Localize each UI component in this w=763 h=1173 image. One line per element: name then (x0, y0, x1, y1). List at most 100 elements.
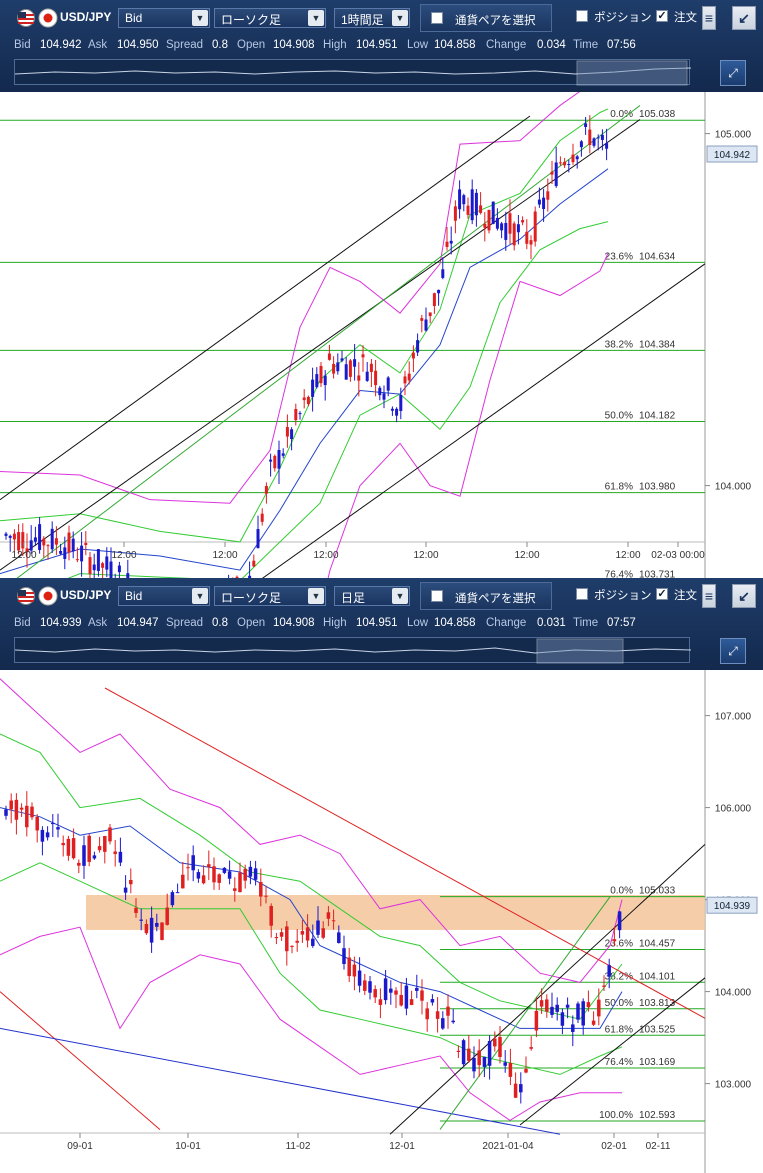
collapse-icon[interactable]: ↙ (732, 6, 756, 30)
candle-body (347, 957, 351, 977)
hourly-candlestick-chart[interactable]: 0.0% 105.038 23.6% 104.634 38.2% 104.384 50.0%… (0, 92, 763, 582)
navigator-toggle-button[interactable]: ⤢ (720, 638, 746, 664)
order-checkbox[interactable]: ✓ (656, 10, 668, 22)
candle-body (311, 379, 315, 397)
navigator-toggle-button[interactable]: ⤢ (720, 60, 746, 86)
price-type-select[interactable]: Bid ▼ (118, 8, 210, 28)
change-value: 0.034 (537, 39, 566, 51)
candle-body (51, 822, 55, 825)
chevron-down-icon: ▼ (192, 588, 208, 604)
candle-body (357, 970, 362, 986)
candle-body (25, 805, 29, 828)
candle-body (298, 413, 302, 415)
candle-body (279, 932, 284, 937)
candle-body (305, 927, 310, 941)
candle-body (19, 807, 24, 810)
price-tick-label: 104.000 (715, 988, 752, 999)
timeframe-select[interactable]: 1時間足 ▼ (334, 8, 410, 28)
time-tick-label: 12:00 (313, 550, 338, 561)
candle-body (348, 360, 352, 377)
time-tick-label: 02-11 (646, 1141, 671, 1152)
candle-body (118, 851, 123, 863)
order-checkbox[interactable]: ✓ (656, 588, 668, 600)
candle-body (35, 816, 39, 831)
fib-value-label: 104.634 (639, 251, 676, 262)
candle-body (550, 1006, 554, 1015)
candle-body (243, 868, 247, 881)
candle-body (458, 189, 462, 210)
candle-body (342, 948, 346, 965)
menu-icon[interactable]: ≡ (702, 6, 716, 30)
current-price-box (706, 896, 758, 914)
price-tick-label: 103.000 (715, 1080, 752, 1091)
chevron-down-icon: ▼ (308, 10, 324, 26)
candle-body (403, 376, 407, 384)
ask-value: 104.950 (117, 39, 159, 51)
chart-type-select[interactable]: ローソク足 ▼ (214, 586, 326, 606)
chevron-down-icon: ▼ (392, 588, 408, 604)
candle-body (368, 981, 372, 993)
candle-body (134, 907, 138, 913)
candle-body (441, 1018, 445, 1029)
candle-body (416, 340, 420, 353)
select-pair-button[interactable]: 通貨ペアを選択 (420, 4, 552, 32)
timeframe-value: 1時間足 (341, 13, 384, 27)
fib-percent-label: 50.0% (605, 998, 633, 1009)
candle-body (295, 940, 299, 943)
time-label: Time (573, 39, 599, 51)
candle-body (170, 892, 175, 906)
timeframe-select[interactable]: 日足 ▼ (334, 586, 410, 606)
candle-body (498, 1036, 502, 1057)
upper-channel-line (0, 115, 531, 501)
current-price-box (706, 145, 758, 163)
chart-type-select[interactable]: ローソク足 ▼ (214, 8, 326, 28)
price-type-select[interactable]: Bid ▼ (118, 586, 210, 606)
navigator-strip[interactable] (14, 637, 691, 664)
candle-body (259, 881, 263, 897)
candle-body (88, 557, 92, 574)
navigator-strip[interactable] (14, 59, 691, 86)
position-label: ポジション (594, 590, 652, 602)
open-label: Open (237, 39, 266, 51)
fib-value-label: 102.593 (639, 1110, 676, 1121)
position-checkbox[interactable] (576, 588, 588, 600)
candle-body (80, 545, 84, 562)
select-pair-button[interactable]: 通貨ペアを選択 (420, 582, 552, 610)
candle-body (71, 538, 75, 552)
candle-body (571, 1024, 575, 1032)
candle-body (196, 872, 201, 879)
candle-body (394, 990, 398, 995)
candle-body (441, 269, 445, 278)
candle-body (430, 999, 435, 1003)
ask-label: Ask (88, 39, 108, 51)
high-label: High (323, 617, 347, 629)
daily-candlestick-chart[interactable]: 0.0% 105.033 23.6% 104.457 38.2% 104.101 50.0%… (0, 670, 763, 1173)
jp-flag-icon (38, 8, 58, 28)
time-value: 07:57 (607, 617, 636, 629)
candle-body (227, 871, 232, 879)
price-tick-label: 105.000 (715, 130, 752, 141)
time-label: Time (573, 617, 599, 629)
candle-body (302, 397, 306, 401)
candle-body (326, 912, 331, 919)
candle-body (264, 895, 268, 897)
collapse-icon[interactable]: ↙ (732, 584, 756, 608)
upper-middle-band (0, 733, 623, 1020)
candle-body (386, 377, 390, 391)
fib-percent-label: 76.4% (605, 1057, 633, 1068)
menu-icon[interactable]: ≡ (702, 584, 716, 608)
fib-value-label: 103.731 (639, 569, 676, 580)
candle-body (357, 375, 361, 381)
fib-value-label: 103.813 (639, 998, 676, 1009)
time-tick-label: 12:00 (514, 550, 539, 561)
time-tick-label: 12:00 (212, 550, 237, 561)
pair-checkbox (431, 590, 443, 602)
select-pair-label: 通貨ペアを選択 (455, 593, 536, 605)
candle-body (576, 1003, 580, 1020)
candle-body (500, 223, 504, 231)
candle-body (144, 923, 149, 934)
candle-body (77, 862, 81, 866)
candle-body (605, 143, 609, 149)
time-tick-label: 02-01 (601, 1141, 627, 1152)
position-checkbox[interactable] (576, 10, 588, 22)
